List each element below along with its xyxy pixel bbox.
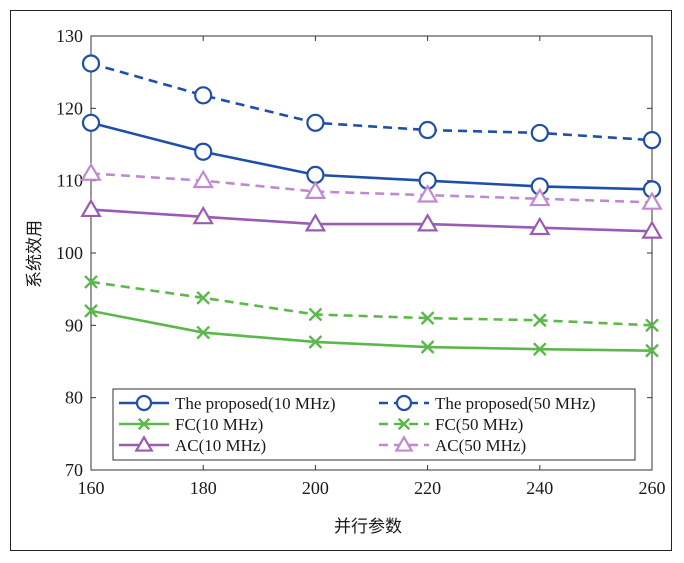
legend-label: The proposed(10 MHz) (175, 394, 336, 413)
circle-marker (418, 120, 437, 140)
triangle-marker (80, 198, 102, 218)
x-marker-stroke (420, 340, 435, 354)
legend-label: FC(50 MHz) (435, 415, 523, 434)
legend-label: AC(10 MHz) (175, 436, 266, 455)
x-marker-stroke (645, 318, 659, 333)
x-marker (308, 307, 323, 322)
x-tick-label: 160 (78, 478, 105, 498)
triangle-marker (394, 435, 414, 452)
x-tick-label: 180 (190, 478, 217, 498)
circle-marker (81, 54, 101, 73)
axis-ticks: 160 180 200 220 240 260 70 80 90 100 110 120 130 (56, 26, 666, 498)
series-line (90, 121, 653, 191)
x-marker-stroke (532, 313, 547, 328)
x-marker-stroke (532, 342, 547, 357)
x-marker (196, 290, 211, 305)
x-marker (532, 313, 547, 328)
triangle-marker (304, 180, 327, 199)
triangle-marker (416, 184, 439, 203)
triangle-marker (134, 435, 154, 452)
x-marker (196, 325, 211, 340)
y-tick-label: 80 (65, 388, 83, 408)
x-marker (137, 417, 151, 431)
legend-entry: FC(50 MHz) (379, 415, 523, 434)
series-ac-50-mhz- (80, 162, 663, 210)
series-fc-50-mhz- (84, 275, 659, 333)
series-fc-10-mhz- (84, 304, 659, 358)
legend: The proposed(10 MHz) The proposed(50 MHz)… (112, 388, 636, 461)
x-axis-title: 并行参数 (334, 517, 402, 537)
series-line (90, 62, 653, 142)
series-group (80, 54, 663, 358)
x-marker-stroke (84, 275, 98, 289)
triangle-marker (304, 213, 327, 232)
circle-marker (530, 123, 549, 143)
x-marker-stroke (420, 311, 435, 325)
legend-box (112, 388, 636, 461)
x-marker-stroke (137, 417, 151, 431)
circle-marker (306, 165, 325, 184)
circle-marker (395, 394, 413, 412)
circle-marker (81, 113, 101, 132)
legend-label: AC(50 MHz) (435, 436, 526, 455)
x-marker (420, 311, 435, 325)
series-line (90, 309, 653, 352)
x-marker (84, 304, 98, 318)
y-axis-title: 系统效用 (25, 220, 45, 288)
x-marker-stroke (84, 304, 98, 318)
figure-frame (10, 10, 672, 551)
y-tick-label: 130 (56, 26, 83, 46)
legend-entry: The proposed(10 MHz) (119, 394, 336, 413)
legend-label: The proposed(50 MHz) (435, 394, 596, 413)
triangle-marker (416, 213, 439, 232)
x-marker (397, 417, 411, 431)
series-ac-10-mhz- (80, 198, 663, 239)
y-tick-label: 90 (65, 315, 83, 335)
triangle-marker (192, 169, 214, 189)
x-marker (645, 318, 659, 333)
x-marker (645, 343, 659, 358)
triangle-marker (192, 205, 214, 225)
x-marker (532, 342, 547, 357)
x-tick-label: 200 (302, 478, 329, 498)
circle-marker (642, 131, 662, 150)
legend-entry: AC(50 MHz) (379, 435, 526, 455)
circle-marker (306, 113, 325, 132)
x-marker-stroke (196, 290, 211, 305)
x-tick-label: 240 (526, 478, 553, 498)
x-marker-stroke (308, 307, 323, 322)
legend-entry: The proposed(50 MHz) (379, 394, 596, 413)
y-tick-label: 120 (56, 98, 83, 118)
series-the-proposed-50-mhz- (81, 54, 662, 150)
triangle-marker (641, 191, 663, 210)
triangle-marker (641, 220, 663, 239)
triangle-marker (529, 216, 551, 236)
x-marker (420, 340, 435, 354)
circle-marker (194, 86, 213, 105)
x-tick-label: 260 (639, 478, 666, 498)
legend-entry: AC(10 MHz) (119, 435, 266, 455)
triangle-marker (529, 187, 551, 207)
x-marker-stroke (397, 417, 411, 431)
x-tick-label: 220 (414, 478, 441, 498)
series-line (90, 208, 653, 233)
x-marker-stroke (308, 335, 323, 349)
circle-marker (194, 142, 213, 161)
y-tick-label: 110 (57, 171, 83, 191)
y-tick-label: 100 (56, 243, 83, 263)
x-marker (308, 335, 323, 349)
series-line (90, 172, 653, 204)
y-tick-label: 70 (65, 460, 83, 480)
series-the-proposed-10-mhz- (81, 113, 662, 199)
x-marker (84, 275, 98, 289)
circle-marker (135, 394, 153, 412)
x-marker-stroke (196, 325, 211, 340)
legend-label: FC(10 MHz) (175, 415, 263, 434)
series-line (90, 280, 653, 327)
legend-entry: FC(10 MHz) (119, 415, 263, 434)
x-marker-stroke (645, 343, 659, 358)
triangle-marker (80, 162, 102, 181)
